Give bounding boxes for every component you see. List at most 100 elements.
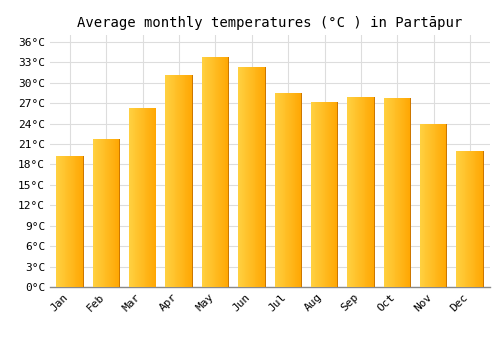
Bar [82, 155, 84, 287]
Bar [208, 57, 209, 287]
Bar [351, 97, 352, 287]
Bar [240, 67, 241, 287]
Bar [336, 103, 338, 287]
Bar [334, 103, 336, 287]
Bar [181, 75, 182, 287]
Bar [176, 75, 178, 287]
Bar [360, 97, 361, 287]
Bar [99, 139, 100, 287]
Bar [391, 98, 392, 287]
Bar [281, 93, 282, 287]
Bar [444, 124, 446, 287]
Bar [402, 98, 404, 287]
Bar [480, 152, 481, 287]
Bar [70, 155, 71, 287]
Bar [350, 97, 351, 287]
Bar [106, 139, 108, 287]
Bar [210, 57, 211, 287]
Bar [138, 108, 139, 287]
Bar [172, 75, 174, 287]
Bar [464, 152, 466, 287]
Bar [154, 108, 156, 287]
Bar [76, 155, 78, 287]
Bar [369, 97, 370, 287]
Bar [442, 124, 444, 287]
Bar [179, 75, 180, 287]
Bar [286, 93, 288, 287]
Bar [430, 124, 431, 287]
Bar [111, 139, 112, 287]
Bar [432, 124, 434, 287]
Bar [190, 75, 191, 287]
Bar [394, 98, 396, 287]
Bar [431, 124, 432, 287]
Bar [279, 93, 280, 287]
Bar [482, 152, 484, 287]
Bar [98, 139, 99, 287]
Bar [254, 67, 256, 287]
Bar [410, 98, 411, 287]
Bar [152, 108, 154, 287]
Bar [96, 139, 98, 287]
Bar [206, 57, 208, 287]
Bar [74, 155, 76, 287]
Bar [318, 103, 319, 287]
Bar [434, 124, 436, 287]
Bar [81, 155, 82, 287]
Bar [249, 67, 250, 287]
Bar [59, 155, 60, 287]
Bar [241, 67, 242, 287]
Bar [228, 57, 229, 287]
Bar [352, 97, 354, 287]
Bar [282, 93, 284, 287]
Bar [169, 75, 170, 287]
Bar [116, 139, 117, 287]
Bar [481, 152, 482, 287]
Bar [446, 124, 448, 287]
Bar [226, 57, 228, 287]
Bar [191, 75, 192, 287]
Bar [119, 139, 120, 287]
Bar [299, 93, 300, 287]
Bar [300, 93, 301, 287]
Bar [426, 124, 428, 287]
Bar [250, 67, 251, 287]
Bar [422, 124, 424, 287]
Bar [429, 124, 430, 287]
Bar [222, 57, 224, 287]
Bar [188, 75, 189, 287]
Bar [276, 93, 278, 287]
Bar [348, 97, 349, 287]
Bar [260, 67, 261, 287]
Bar [328, 103, 329, 287]
Bar [312, 103, 314, 287]
Bar [100, 139, 101, 287]
Bar [390, 98, 391, 287]
Bar [361, 97, 362, 287]
Bar [409, 98, 410, 287]
Bar [264, 67, 266, 287]
Bar [349, 97, 350, 287]
Bar [150, 108, 151, 287]
Bar [109, 139, 110, 287]
Bar [170, 75, 171, 287]
Bar [148, 108, 149, 287]
Bar [171, 75, 172, 287]
Bar [301, 93, 302, 287]
Bar [332, 103, 334, 287]
Bar [140, 108, 141, 287]
Bar [284, 93, 286, 287]
Bar [192, 75, 193, 287]
Bar [314, 103, 316, 287]
Bar [180, 75, 181, 287]
Bar [384, 98, 386, 287]
Bar [319, 103, 320, 287]
Bar [60, 155, 61, 287]
Bar [256, 67, 258, 287]
Title: Average monthly temperatures (°C ) in Partāpur: Average monthly temperatures (°C ) in Pa… [78, 16, 462, 30]
Bar [396, 98, 398, 287]
Bar [331, 103, 332, 287]
Bar [476, 152, 478, 287]
Bar [182, 75, 184, 287]
Bar [320, 103, 321, 287]
